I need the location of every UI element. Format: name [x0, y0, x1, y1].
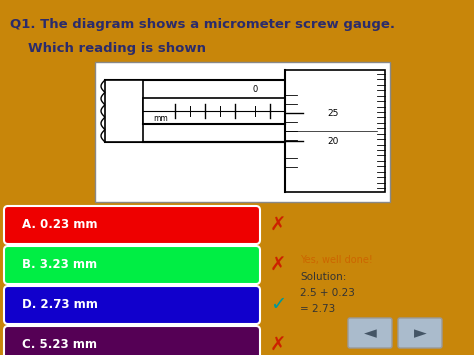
Text: 2.5 + 0.23: 2.5 + 0.23	[300, 288, 355, 298]
Text: mm: mm	[154, 114, 168, 123]
FancyBboxPatch shape	[4, 246, 260, 284]
Text: 20: 20	[327, 137, 338, 146]
FancyBboxPatch shape	[95, 62, 390, 202]
FancyBboxPatch shape	[4, 286, 260, 324]
FancyBboxPatch shape	[285, 70, 385, 192]
Text: ✗: ✗	[270, 335, 286, 355]
Text: ◄: ◄	[364, 324, 376, 342]
Text: Which reading is shown: Which reading is shown	[28, 42, 206, 55]
FancyBboxPatch shape	[4, 326, 260, 355]
Text: 0: 0	[252, 85, 258, 94]
Text: B. 3.23 mm: B. 3.23 mm	[22, 258, 97, 272]
Text: ✓: ✓	[270, 295, 286, 315]
FancyBboxPatch shape	[105, 80, 143, 142]
Text: ►: ►	[414, 324, 427, 342]
Text: C. 5.23 mm: C. 5.23 mm	[22, 339, 97, 351]
FancyBboxPatch shape	[143, 98, 285, 124]
Text: ✗: ✗	[270, 215, 286, 235]
FancyBboxPatch shape	[4, 206, 260, 244]
FancyBboxPatch shape	[348, 318, 392, 348]
Text: D. 2.73 mm: D. 2.73 mm	[22, 299, 98, 311]
Text: Solution:: Solution:	[300, 272, 346, 282]
Text: A. 0.23 mm: A. 0.23 mm	[22, 218, 98, 231]
Text: Q1. The diagram shows a micrometer screw gauge.: Q1. The diagram shows a micrometer screw…	[10, 18, 395, 31]
Text: ✗: ✗	[270, 256, 286, 274]
Text: 25: 25	[327, 109, 338, 118]
Text: = 2.73: = 2.73	[300, 304, 335, 314]
FancyBboxPatch shape	[398, 318, 442, 348]
Text: Yes, well done!: Yes, well done!	[300, 255, 373, 265]
